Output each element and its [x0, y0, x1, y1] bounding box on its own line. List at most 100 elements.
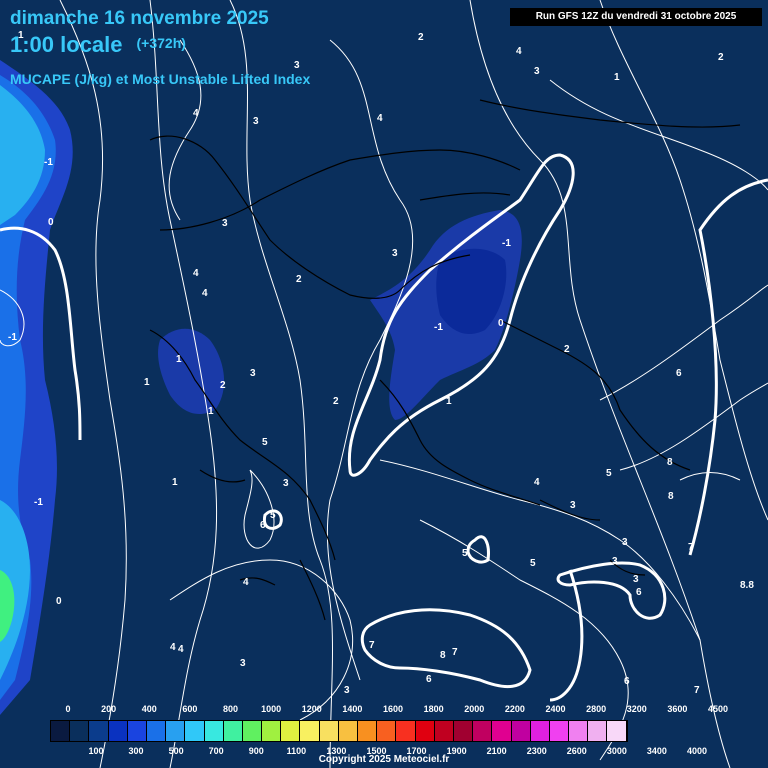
legend-bottom-label: 1700: [406, 746, 427, 756]
legend-swatch: [127, 721, 147, 741]
legend-top-label: 200: [101, 704, 117, 714]
contour-label: 8: [440, 650, 446, 661]
legend-swatch: [569, 721, 589, 741]
valid-time-title: 1:00 locale (+372h): [10, 32, 186, 58]
contour-label: 1: [144, 377, 150, 388]
legend-swatch: [51, 721, 71, 741]
legend-swatch: [281, 721, 301, 741]
contour-label: 2: [564, 344, 570, 355]
legend-bottom-label: 1900: [446, 746, 467, 756]
legend-swatch: [415, 721, 435, 741]
legend-bottom-label: 2600: [566, 746, 587, 756]
legend-swatch: [358, 721, 378, 741]
contour-label: 4: [170, 642, 176, 653]
contour-label: 7: [452, 647, 458, 658]
legend-swatch: [530, 721, 550, 741]
contour-label: 3: [283, 478, 289, 489]
legend-swatch: [473, 721, 493, 741]
contour-label: 5: [262, 437, 268, 448]
legend-bottom-label: 3400: [646, 746, 667, 756]
legend-top-label: 1800: [423, 704, 444, 714]
legend-bottom-label: 1100: [286, 746, 307, 756]
parameter-title: MUCAPE (J/kg) et Most Unstable Lifted In…: [10, 71, 311, 87]
legend-swatch: [108, 721, 128, 741]
contour-label: 2: [718, 52, 724, 63]
legend-swatch: [396, 721, 416, 741]
contour-label: 4: [202, 288, 208, 299]
contour-label: 4: [516, 46, 522, 57]
legend-swatch: [204, 721, 224, 741]
contour-label: -1: [434, 322, 443, 333]
contour-label: 6: [676, 368, 682, 379]
contour-label: 3: [570, 500, 576, 511]
contour-label: 0: [48, 217, 54, 228]
legend-top-label: 800: [222, 704, 239, 714]
zero-lifted-index-contours: [0, 153, 768, 702]
legend-top-label: 1400: [342, 704, 363, 714]
contour-label: -1: [44, 157, 53, 168]
contour-label: 8: [668, 491, 674, 502]
contour-label: -1: [502, 238, 511, 249]
legend-swatch: [588, 721, 608, 741]
legend-swatch: [146, 721, 167, 741]
contour-label: 2: [220, 380, 226, 391]
legend-bottom-label: 3000: [606, 746, 627, 756]
contour-label: 3: [534, 66, 540, 77]
contour-label: 3: [612, 556, 618, 567]
contour-label: 3: [250, 368, 256, 379]
contour-label: 6: [636, 587, 642, 598]
legend-swatch: [70, 721, 90, 741]
contour-label: -1: [8, 332, 17, 343]
contour-label: 1: [614, 72, 620, 83]
local-time: 1:00 locale: [10, 32, 123, 57]
contour-label: -1: [34, 497, 43, 508]
legend-swatch: [338, 721, 358, 741]
legend-swatch: [511, 721, 531, 741]
contour-label: 0: [498, 318, 504, 329]
contour-label: 5: [530, 558, 536, 569]
contour-label: 4: [243, 577, 249, 588]
contour-label: 3: [253, 116, 259, 127]
cape-region-central-core: [436, 248, 507, 335]
legend-swatch: [549, 721, 570, 741]
cape-region-atlantic-green: [0, 570, 15, 642]
legend-swatch: [185, 721, 205, 741]
contour-label: 5: [462, 548, 468, 559]
contour-label: 1: [172, 477, 178, 488]
legend-bottom-label: 2300: [526, 746, 547, 756]
contour-label: 5: [270, 510, 276, 521]
legend-top-label: 600: [182, 704, 198, 714]
contour-label: 6: [426, 674, 432, 685]
legend-bottom-label: 300: [128, 746, 144, 756]
contour-label: 0: [56, 596, 62, 607]
contour-label: 7: [688, 542, 694, 553]
contour-label: 1: [176, 354, 182, 365]
legend-swatch: [242, 721, 263, 741]
legend-swatch: [453, 721, 474, 741]
contour-label: 7: [694, 685, 700, 696]
contour-label: 4: [178, 644, 184, 655]
legend-bottom-label: 1500: [366, 746, 387, 756]
legend-swatch: [300, 721, 320, 741]
forecast-hour: (+372h): [136, 35, 186, 51]
legend-top-label: 1600: [382, 704, 404, 714]
legend-top-label: 400: [141, 704, 157, 714]
contour-label: 4: [193, 108, 199, 119]
legend-top-label: 2800: [586, 704, 607, 714]
contour-label: 6: [260, 520, 266, 531]
legend-top-label: 3600: [667, 704, 688, 714]
contour-label: 5: [606, 468, 612, 479]
legend-bottom-label: 500: [168, 746, 184, 756]
legend-swatch: [434, 721, 454, 741]
legend-bottom-label: 100: [88, 746, 104, 756]
legend-swatch: [89, 721, 109, 741]
contour-label: 1: [18, 30, 24, 41]
contour-label: 3: [392, 248, 398, 259]
contour-label: 4: [377, 113, 383, 124]
legend-top-label: 2400: [545, 704, 566, 714]
contour-label: 6: [624, 676, 630, 687]
legend-swatch: [166, 721, 186, 741]
